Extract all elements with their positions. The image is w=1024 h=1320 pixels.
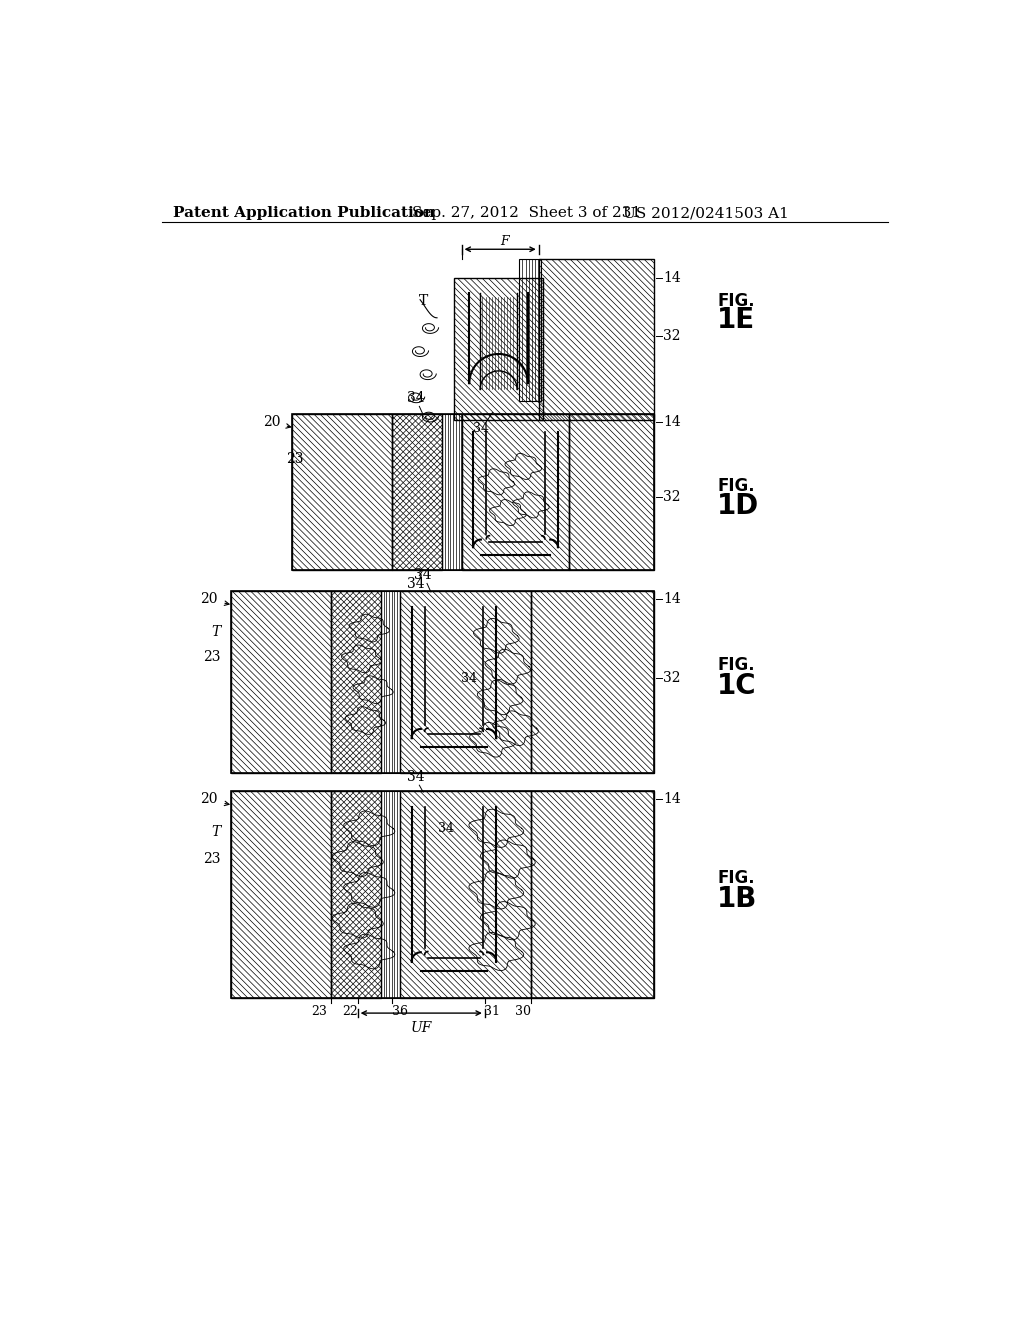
- Text: 32: 32: [664, 329, 681, 342]
- Bar: [400, 792, 531, 998]
- Bar: [331, 591, 381, 774]
- Bar: [454, 277, 543, 420]
- Text: 32: 32: [664, 671, 681, 685]
- Bar: [569, 414, 654, 570]
- Text: 32: 32: [664, 490, 681, 504]
- Bar: [230, 792, 331, 998]
- Bar: [230, 591, 654, 774]
- Bar: [519, 259, 541, 401]
- Text: 1D: 1D: [717, 492, 760, 520]
- Bar: [381, 591, 400, 774]
- Bar: [331, 792, 381, 998]
- Text: 1B: 1B: [717, 886, 758, 913]
- Bar: [442, 414, 462, 570]
- Text: US 2012/0241503 A1: US 2012/0241503 A1: [624, 206, 790, 220]
- Bar: [392, 414, 442, 570]
- Bar: [400, 591, 531, 774]
- Bar: [292, 414, 392, 570]
- Bar: [331, 591, 381, 774]
- Bar: [331, 792, 381, 998]
- Bar: [230, 591, 331, 774]
- Bar: [569, 414, 654, 570]
- Bar: [381, 792, 400, 998]
- Text: 23: 23: [287, 451, 304, 466]
- Text: F: F: [500, 235, 508, 248]
- Bar: [230, 591, 331, 774]
- Text: 20: 20: [200, 591, 217, 606]
- Text: 31: 31: [484, 1006, 501, 1019]
- Text: FIG.: FIG.: [717, 656, 755, 675]
- Bar: [531, 792, 654, 998]
- Bar: [230, 792, 331, 998]
- Text: FIG.: FIG.: [717, 870, 755, 887]
- Text: 14: 14: [664, 271, 681, 285]
- Bar: [381, 792, 400, 998]
- Text: 14: 14: [664, 792, 681, 807]
- Bar: [454, 277, 543, 420]
- Bar: [539, 259, 654, 420]
- Bar: [531, 792, 654, 998]
- Text: Patent Application Publication: Patent Application Publication: [173, 206, 435, 220]
- Bar: [400, 792, 531, 998]
- Bar: [292, 414, 392, 570]
- Bar: [442, 414, 462, 570]
- Text: 23: 23: [203, 651, 220, 664]
- Text: 34: 34: [473, 422, 488, 434]
- Bar: [462, 414, 569, 570]
- Text: 22: 22: [342, 1006, 357, 1019]
- Text: Sep. 27, 2012  Sheet 3 of 231: Sep. 27, 2012 Sheet 3 of 231: [412, 206, 641, 220]
- Text: 36: 36: [392, 1006, 408, 1019]
- Text: 23: 23: [203, 853, 220, 866]
- Text: 1E: 1E: [717, 306, 756, 334]
- Text: 34: 34: [407, 577, 424, 590]
- Text: FIG.: FIG.: [717, 292, 755, 310]
- Bar: [462, 414, 569, 570]
- Text: UF: UF: [411, 1020, 432, 1035]
- Bar: [392, 414, 442, 570]
- Text: T: T: [419, 294, 428, 308]
- Text: 30: 30: [515, 1006, 531, 1019]
- Text: 20: 20: [263, 414, 281, 429]
- Text: 34: 34: [462, 672, 477, 685]
- Bar: [292, 414, 654, 570]
- Bar: [531, 591, 654, 774]
- Bar: [519, 259, 541, 401]
- Text: 14: 14: [664, 414, 681, 429]
- Text: 14: 14: [664, 591, 681, 606]
- Text: 23: 23: [311, 1006, 327, 1019]
- Bar: [531, 591, 654, 774]
- Text: 34: 34: [415, 568, 432, 582]
- Bar: [381, 591, 400, 774]
- Text: T: T: [211, 825, 220, 840]
- Text: 20: 20: [200, 792, 217, 807]
- Bar: [539, 259, 654, 420]
- Text: 34: 34: [407, 770, 424, 784]
- Text: 34: 34: [407, 391, 424, 405]
- Text: FIG.: FIG.: [717, 477, 755, 495]
- Text: 34: 34: [438, 822, 455, 834]
- Bar: [230, 792, 654, 998]
- Bar: [400, 591, 531, 774]
- Text: T: T: [211, 624, 220, 639]
- Text: 1C: 1C: [717, 672, 757, 700]
